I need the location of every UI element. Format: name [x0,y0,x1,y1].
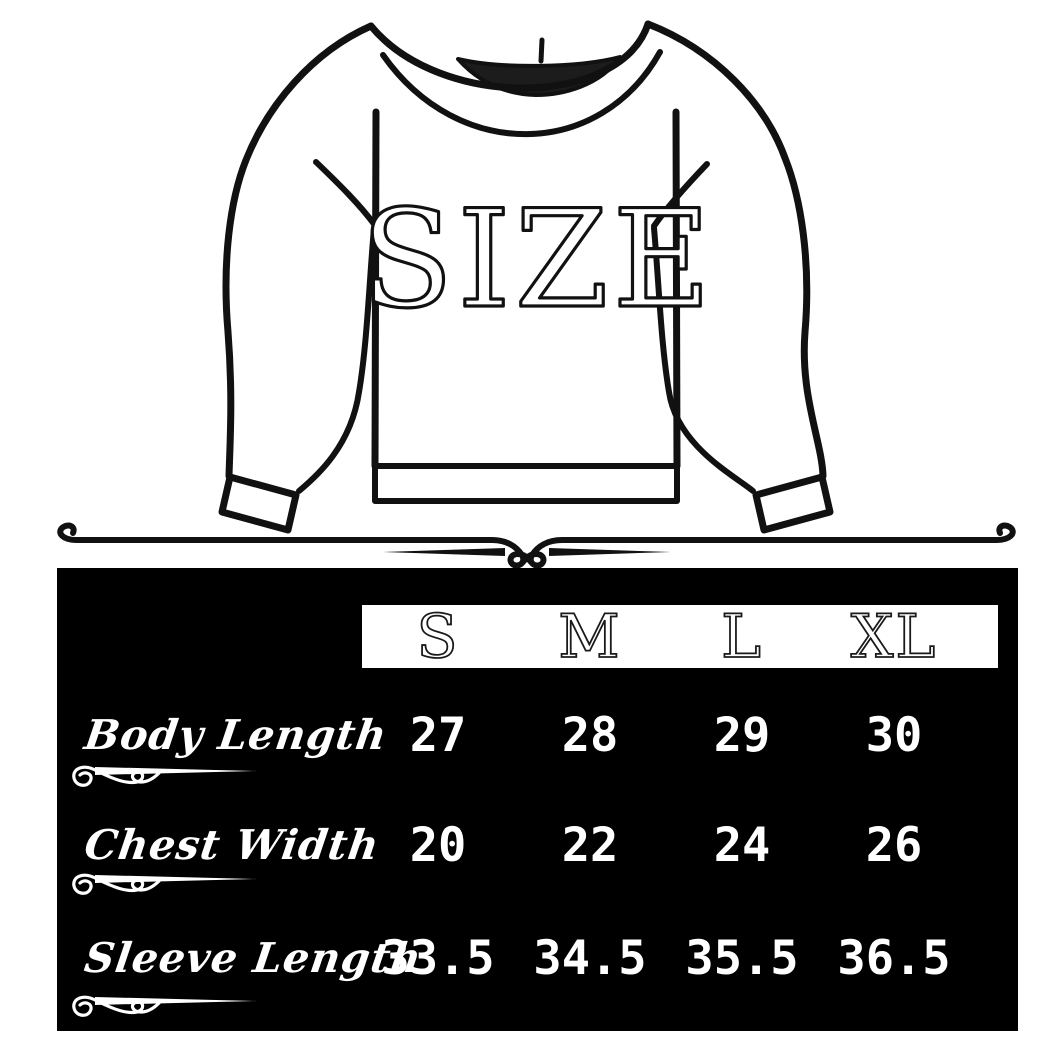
left-sleeve [218,22,377,534]
value-cell: 20 [409,817,467,873]
value-cell: 26 [865,817,923,873]
size-chart-panel: S M L XL Body Length 27 28 29 30 Chest W… [57,568,1018,1031]
row-label: Chest Width [81,821,383,869]
value-cell: 28 [561,707,619,763]
value-cell: 35.5 [685,930,799,986]
value-cell: 22 [561,817,619,873]
right-cuff [752,473,834,534]
collar [367,20,663,138]
value-cell: 33.5 [381,930,495,986]
flourish-icon [72,873,257,895]
collar-seam [538,37,545,64]
header-cell-l: L [721,605,763,668]
value-cell: 30 [865,707,923,763]
size-print-text: SIZE [361,181,715,338]
table-row-sleeve-length: Sleeve Length 33.5 34.5 35.5 36.5 [57,915,1018,1001]
right-shoulder-seam [651,161,710,229]
value-cell: 27 [409,707,467,763]
value-cell: 34.5 [533,930,647,986]
left-cuff [218,473,300,534]
table-row-chest-width: Chest Width 20 22 24 26 [57,802,1018,888]
right-sleeve [644,20,834,534]
table-row-body-length: Body Length 27 28 29 30 [57,692,1018,778]
hem-band [372,463,680,504]
flourish-icon [72,765,257,787]
header-cell-s: S [416,605,459,668]
header-cell-xl: XL [851,605,938,668]
header-cell-m: M [558,605,621,668]
divider-ornament [57,522,1016,568]
sweatshirt-illustration: SIZE [57,20,1016,568]
value-cell: 29 [713,707,771,763]
row-label: Body Length [81,711,391,759]
value-cell: 36.5 [837,930,951,986]
left-shoulder-seam [313,159,377,227]
size-header-bar: S M L XL [362,605,998,668]
value-cell: 24 [713,817,771,873]
shirt-body [313,108,710,504]
flourish-icon [72,995,257,1017]
row-label: Sleeve Length [81,934,426,982]
